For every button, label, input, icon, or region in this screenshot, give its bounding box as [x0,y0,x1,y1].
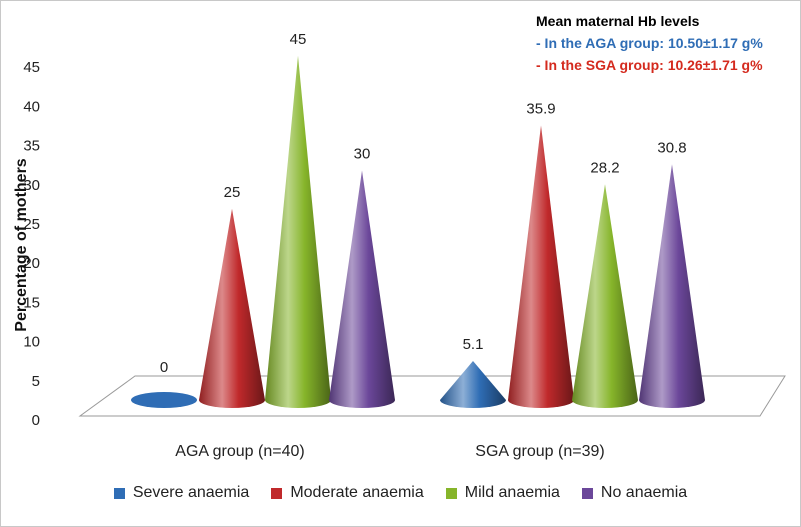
value-label: 30 [354,146,371,163]
annotation-box: Mean maternal Hb levels - In the AGA gro… [536,10,763,76]
value-label: 45 [290,31,307,48]
cone-mild-anaemia-0 [265,55,331,408]
cone-severe-anaemia-1 [440,360,506,408]
y-tick-label: 10 [23,334,40,351]
annotation-sga: - In the SGA group: 10.26±1.71 g% [536,57,763,73]
value-label: 25 [224,184,241,201]
category-labels: AGA group (n=40) SGA group (n=39) [175,443,604,460]
y-tick-label: 15 [23,294,40,311]
value-label: 35.9 [526,100,555,117]
cone-severe-anaemia-0 [131,392,197,408]
y-axis-ticks: 0 5 10 15 20 25 30 35 40 45 [23,59,40,429]
y-tick-label: 35 [23,138,40,155]
cones-layer [131,55,705,409]
legend-swatch [581,487,593,499]
annotation-aga: - In the AGA group: 10.50±1.17 g% [536,35,763,51]
category-label: SGA group (n=39) [475,443,604,460]
y-tick-label: 5 [32,373,40,390]
y-tick-label: 25 [23,216,40,233]
y-tick-label: 40 [23,98,40,115]
cone-no-anaemia-0 [329,170,395,408]
category-label: AGA group (n=40) [175,443,304,460]
legend-label: No anaemia [600,484,688,501]
legend-swatch [271,487,283,499]
value-label: 5.1 [463,336,484,353]
value-label: 28.2 [590,159,619,176]
legend-item: Severe anaemia [113,484,250,502]
cone-mild-anaemia-1 [572,184,638,408]
cone-no-anaemia-1 [639,164,705,408]
legend-item: Mild anaemia [445,484,560,502]
cone-chart: 0 5 10 15 20 25 30 35 40 45 0 25 45 30 5.1 35.9 28.2 30.… [13,31,786,460]
y-axis-label: Percentage of mothers [13,158,30,331]
value-label: 30.8 [657,139,686,156]
legend-item: Moderate anaemia [271,484,424,502]
legend-label: Moderate anaemia [290,484,424,501]
annotation-title: Mean maternal Hb levels [536,13,700,29]
y-tick-label: 30 [23,177,40,194]
legend: Severe anaemia Moderate anaemia Mild anaem… [0,484,801,502]
y-tick-label: 20 [23,255,40,272]
value-labels: 0 25 45 30 5.1 35.9 28.2 30.8 [160,31,687,376]
cone-moderate-anaemia-0 [199,208,265,408]
y-tick-label: 45 [23,59,40,76]
legend-label: Severe anaemia [132,484,250,501]
y-tick-label: 0 [32,412,40,429]
legend-label: Mild anaemia [464,484,560,501]
cone-moderate-anaemia-1 [508,125,574,409]
legend-item: No anaemia [581,484,688,502]
legend-swatch [113,487,125,499]
value-label: 0 [160,359,168,376]
legend-swatch [445,487,457,499]
